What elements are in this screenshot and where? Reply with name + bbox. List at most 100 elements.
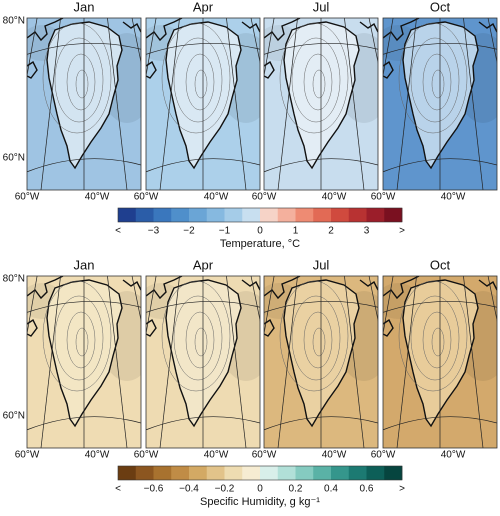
meridian: [396, 276, 417, 448]
map-frame: [263, 275, 379, 449]
elevation-contour: [398, 280, 468, 392]
greenland: [165, 279, 242, 428]
meridian: [226, 276, 247, 448]
meridian: [226, 18, 247, 190]
lon-label: 60°W: [134, 450, 159, 461]
meridian: [40, 18, 61, 190]
elevation-contour: [303, 311, 333, 369]
colorbar-tick-label: −0.2: [215, 484, 235, 495]
colorbar-tick-label: 2: [328, 226, 334, 237]
elevation-contour: [42, 22, 112, 134]
colorbar-bin: [189, 208, 208, 222]
elevation-contour: [410, 37, 460, 123]
meridian: [277, 18, 298, 190]
lon-label: 40°W: [322, 192, 347, 203]
colorbar-bin: [295, 466, 314, 480]
greenland: [46, 21, 123, 170]
elevation-contour: [173, 295, 223, 381]
elevation-contour: [312, 327, 326, 357]
colorbar-bin: [242, 208, 261, 222]
elevation-contour: [303, 53, 333, 111]
colorbar-bin: [331, 208, 350, 222]
colorbar-tick-label: −3: [148, 226, 160, 237]
colorbar-bin: [384, 208, 403, 222]
meridian: [107, 276, 128, 448]
meridian: [277, 276, 298, 448]
colorbar-tick-label: 0: [257, 484, 263, 495]
meridian: [107, 18, 128, 190]
lon-label: 40°W: [85, 192, 110, 203]
elevation-contour: [161, 280, 231, 392]
colorbar-tick-label: 0.2: [289, 484, 303, 495]
map-panel: [264, 18, 378, 190]
map-panel: [27, 18, 141, 190]
elevation-contour: [161, 22, 231, 134]
colorbar-bin: [348, 466, 367, 480]
map-panel: [146, 276, 260, 448]
lon-label: 40°W: [204, 192, 229, 203]
colorbar-frame: [117, 207, 403, 223]
colorbar-bin: [206, 466, 225, 480]
colorbar-tick-label: −0.6: [144, 484, 164, 495]
panel-title: Jul: [313, 257, 330, 272]
lon-label: 60°W: [252, 192, 277, 203]
elevation-contour: [54, 295, 104, 381]
colorbar-tick-label: −2: [183, 226, 195, 237]
colorbar-bin: [313, 208, 332, 222]
elevation-contour: [66, 311, 96, 369]
colorbar-label: Temperature, °C: [220, 238, 300, 250]
elevation-contour: [173, 37, 223, 123]
elevation-contour: [291, 295, 341, 381]
elevation-contour: [279, 22, 349, 134]
map-frame: [382, 17, 498, 191]
colorbar-bin: [118, 208, 137, 222]
greenland: [402, 279, 479, 428]
colorbar-bin: [135, 466, 154, 480]
map-frame: [145, 275, 261, 449]
colorbar-tick-label: 3: [364, 226, 370, 237]
map-panel: [264, 276, 378, 448]
colorbar-bin: [224, 466, 243, 480]
map-frame: [26, 275, 142, 449]
map-frame: [263, 17, 379, 191]
colorbar-bin: [260, 208, 279, 222]
lat-label: 60°N: [3, 411, 25, 422]
panel-title: Apr: [193, 0, 214, 14]
colorbar-bin: [118, 466, 137, 480]
lon-label: 40°W: [441, 450, 466, 461]
greenland: [283, 21, 360, 170]
colorbar-tick-label: −1: [219, 226, 231, 237]
colorbar-frame: [117, 465, 403, 481]
greenland: [165, 21, 242, 170]
panel-title: Apr: [193, 257, 214, 272]
colorbar-tick-label: 1: [293, 226, 299, 237]
elevation-contour: [422, 311, 452, 369]
panel-title: Oct: [430, 257, 451, 272]
colorbar-bin: [171, 208, 190, 222]
map-frame: [382, 275, 498, 449]
colorbar-tick-label: 0: [257, 226, 263, 237]
meridian: [463, 276, 484, 448]
colorbar-bin: [277, 466, 296, 480]
lon-label: 40°W: [441, 192, 466, 203]
elevation-contour: [75, 69, 89, 99]
elevation-contour: [398, 22, 468, 134]
colorbar-bin: [313, 466, 332, 480]
elevation-contour: [66, 53, 96, 111]
colorbar-tick-label: >: [399, 226, 405, 237]
map-frame: [26, 17, 142, 191]
colorbar-tick-label: 0.4: [324, 484, 338, 495]
colorbar-bin: [135, 208, 154, 222]
elevation-contour: [54, 37, 104, 123]
elevation-contour: [431, 69, 445, 99]
elevation-contour: [279, 280, 349, 392]
meridian: [396, 18, 417, 190]
elevation-contour: [194, 327, 208, 357]
panel-title: Jan: [74, 0, 95, 14]
map-panel: [27, 276, 141, 448]
greenland: [46, 279, 123, 428]
meridian: [344, 18, 365, 190]
colorbar-label: Specific Humidity, g kg⁻¹: [200, 496, 320, 508]
colorbar-bin: [384, 466, 403, 480]
